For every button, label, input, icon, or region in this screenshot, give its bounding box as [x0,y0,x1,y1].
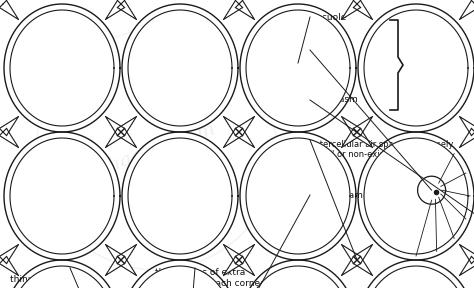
Polygon shape [459,128,474,147]
Polygon shape [354,257,373,276]
Polygon shape [223,1,243,20]
Polygon shape [128,10,232,126]
Polygon shape [459,245,474,264]
Polygon shape [341,1,361,20]
Polygon shape [10,138,114,254]
Polygon shape [341,116,361,136]
Polygon shape [236,1,255,20]
Polygon shape [0,1,18,20]
Polygon shape [459,1,474,20]
Polygon shape [341,245,361,264]
Text: thinner side walls: thinner side walls [10,276,90,285]
Polygon shape [364,266,468,288]
Polygon shape [240,4,356,132]
Polygon shape [118,257,137,276]
Polygon shape [105,116,125,136]
Polygon shape [0,116,18,136]
Polygon shape [0,128,18,147]
Polygon shape [223,128,243,147]
Polygon shape [4,260,120,288]
Polygon shape [105,245,125,264]
Polygon shape [105,1,125,20]
Polygon shape [354,1,373,20]
Polygon shape [246,138,350,254]
Polygon shape [341,128,361,147]
Polygon shape [459,257,474,276]
Polygon shape [236,128,255,147]
Polygon shape [223,116,243,136]
Polygon shape [240,132,356,260]
Text: middle lamella: middle lamella [312,190,379,200]
Polygon shape [118,128,137,147]
Text: thickenings of extra
cellulose at each corner: thickenings of extra cellulose at each c… [155,268,264,288]
Text: Shaalaa.com: Shaalaa.com [94,120,219,180]
Polygon shape [118,1,137,20]
Text: cytoplasm: cytoplasm [312,96,359,105]
Polygon shape [10,10,114,126]
Polygon shape [128,266,232,288]
Polygon shape [128,138,232,254]
Polygon shape [354,128,373,147]
Polygon shape [246,266,350,288]
Polygon shape [122,4,238,132]
Polygon shape [418,176,446,204]
Polygon shape [236,257,255,276]
Polygon shape [4,4,120,132]
Polygon shape [122,260,238,288]
Polygon shape [364,10,468,126]
Text: nucleus: nucleus [312,46,347,54]
Polygon shape [105,257,125,276]
Polygon shape [341,257,361,276]
Polygon shape [223,245,243,264]
Polygon shape [240,260,356,288]
Polygon shape [4,132,120,260]
Polygon shape [105,128,125,147]
Polygon shape [354,116,373,136]
Polygon shape [459,116,474,136]
Polygon shape [122,132,238,260]
Polygon shape [358,4,474,132]
Polygon shape [236,116,255,136]
Polygon shape [0,257,18,276]
Polygon shape [223,257,243,276]
Polygon shape [358,260,474,288]
Polygon shape [0,245,18,264]
Polygon shape [354,245,373,264]
Polygon shape [118,245,137,264]
Text: vacuole: vacuole [312,12,347,22]
Text: intercellular air spaces extremely
small or non-existent: intercellular air spaces extremely small… [312,140,453,159]
Polygon shape [236,245,255,264]
Polygon shape [364,138,468,254]
Polygon shape [246,10,350,126]
Polygon shape [118,116,137,136]
Polygon shape [358,132,474,260]
Polygon shape [10,266,114,288]
Text: normal living
cell contents: normal living cell contents [406,55,465,75]
